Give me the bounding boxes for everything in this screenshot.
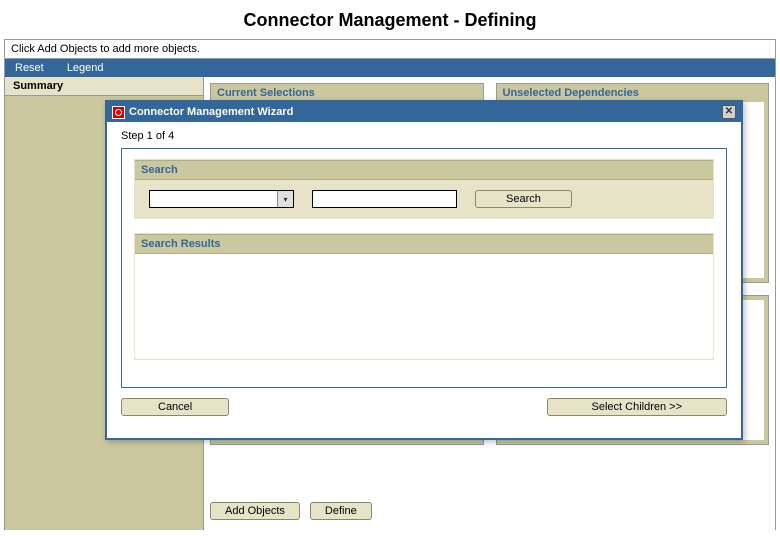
search-section: Search ▾ Search [134,159,714,219]
wizard-title: Connector Management Wizard [129,106,293,118]
instruction-text: Click Add Objects to add more objects. [5,40,775,59]
select-children-button[interactable]: Select Children >> [547,398,728,416]
wizard-titlebar[interactable]: Connector Management Wizard ✕ [107,102,741,122]
sidebar-summary-tab[interactable]: Summary [5,77,203,96]
close-icon[interactable]: ✕ [722,105,736,119]
search-type-combo[interactable]: ▾ [149,190,294,208]
wizard-dialog: Connector Management Wizard ✕ Step 1 of … [105,100,743,440]
cancel-button[interactable]: Cancel [121,398,229,416]
wizard-step-label: Step 1 of 4 [107,122,741,148]
bottom-button-row: Add Objects Define [210,502,372,520]
menu-bar: Reset Legend [5,59,775,77]
wizard-button-row: Cancel Select Children >> [107,388,741,416]
oracle-logo-icon [112,106,125,119]
menu-legend[interactable]: Legend [57,61,114,75]
add-objects-button[interactable]: Add Objects [210,502,300,520]
define-button[interactable]: Define [310,502,372,520]
search-text-input[interactable] [312,190,457,208]
menu-reset[interactable]: Reset [5,61,54,75]
page-title: Connector Management - Defining [0,0,780,39]
results-section: Search Results [134,233,714,360]
wizard-body: Search ▾ Search Search Results [121,148,727,388]
search-type-input[interactable] [150,191,277,207]
search-button[interactable]: Search [475,190,572,208]
search-controls: ▾ Search [135,180,713,218]
results-body [135,254,713,359]
results-label: Search Results [135,234,713,254]
search-label: Search [135,160,713,180]
chevron-down-icon[interactable]: ▾ [277,191,293,207]
